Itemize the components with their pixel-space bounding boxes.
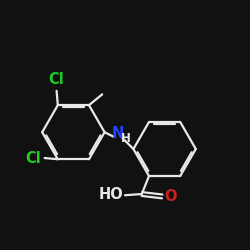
- Text: H: H: [121, 132, 131, 145]
- Text: N: N: [112, 126, 124, 141]
- Text: Cl: Cl: [25, 150, 41, 166]
- Text: Cl: Cl: [49, 72, 64, 87]
- Text: HO: HO: [98, 186, 123, 202]
- Text: O: O: [164, 189, 176, 204]
